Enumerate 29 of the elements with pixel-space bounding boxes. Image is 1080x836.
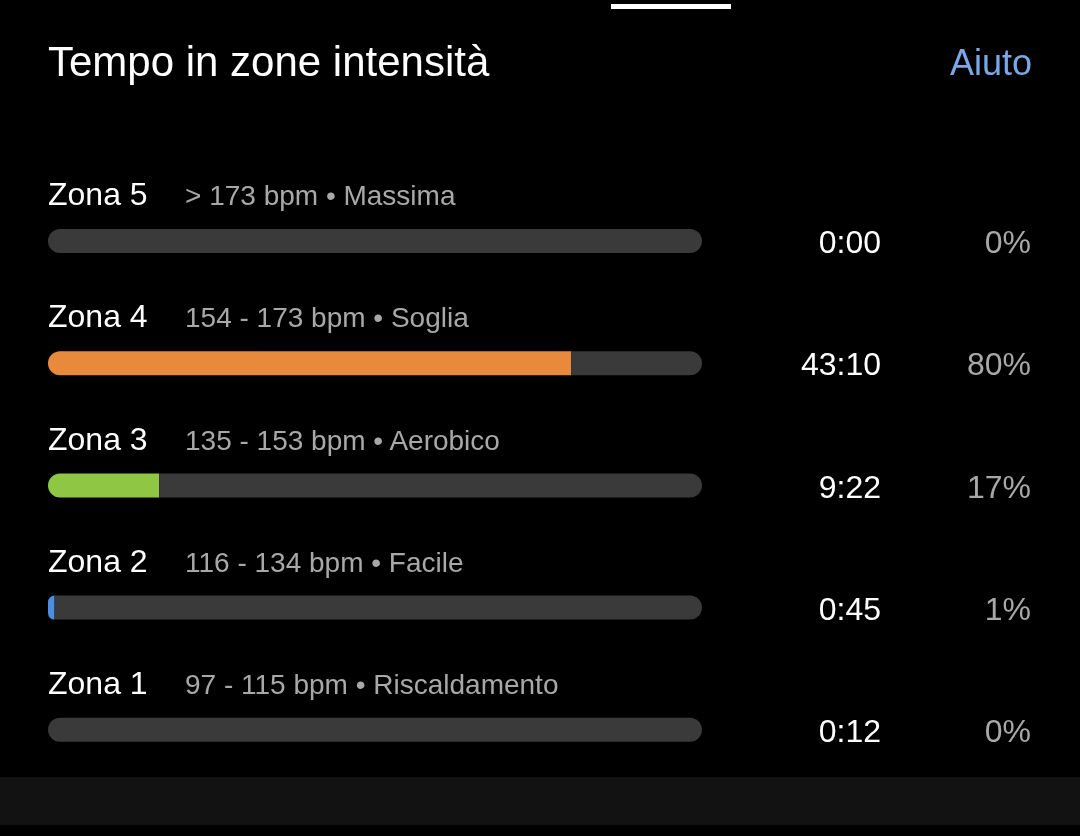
annotation: 97 - 115 bpm • Riscaldamento: [185, 668, 559, 700]
bar: [48, 473, 160, 498]
y-tick-label: Zona 4: [48, 298, 148, 335]
bar: [48, 351, 572, 376]
bar: [48, 717, 702, 742]
bar: [54, 595, 702, 620]
annotation: 135 - 153 bpm • Aerobico: [185, 424, 500, 456]
annotation: > 173 bpm • Massima: [185, 180, 456, 212]
text: 0:45: [818, 590, 881, 627]
text: 0:00: [818, 224, 881, 261]
data-label: 0%: [984, 224, 1031, 261]
bar: [48, 229, 702, 253]
y-tick-label: Zona 5: [48, 176, 148, 213]
text: 0:12: [818, 712, 881, 749]
data-label: 0%: [984, 712, 1031, 749]
text: 43:10: [800, 346, 881, 383]
y-tick-label: Zona 3: [48, 420, 148, 457]
data-label: 1%: [984, 590, 1031, 627]
text: 9:22: [818, 468, 881, 505]
bar: [571, 351, 702, 376]
annotation: 116 - 134 bpm • Facile: [185, 546, 464, 578]
text: Aiuto: [949, 42, 1032, 84]
data-label: 17%: [966, 468, 1031, 505]
chart-title: Tempo in zone intensità: [48, 38, 490, 86]
y-tick-label: Zona 1: [48, 664, 148, 701]
bar: [159, 473, 702, 498]
annotation: 154 - 173 bpm • Soglia: [185, 302, 470, 334]
y-tick-label: Zona 2: [48, 542, 148, 579]
data-label: 80%: [966, 346, 1031, 383]
